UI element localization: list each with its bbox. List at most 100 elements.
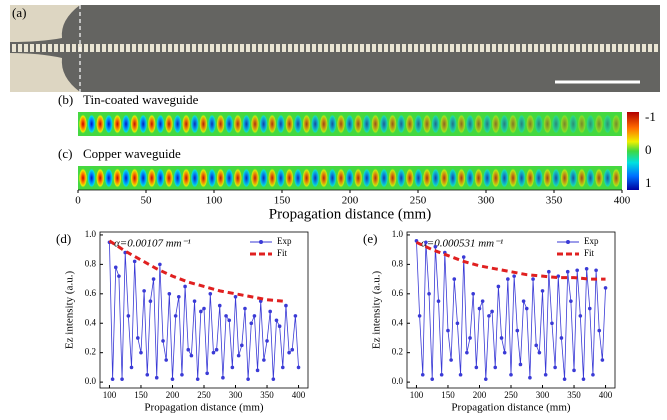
field-lobe [431,168,440,188]
data-point [524,306,529,311]
field-lobe [156,168,165,188]
field-lobe [276,168,285,188]
field-lobe [612,114,621,134]
field-lobe [285,114,294,134]
field-lobe [293,114,303,134]
panel-label: (b) [58,92,73,107]
data-point [199,309,203,314]
field-lobe [216,114,225,134]
field-lobe [422,168,432,188]
data-point [236,353,241,358]
data-point [578,314,583,318]
field-lobe [216,168,225,188]
field-lobe [534,168,543,188]
data-point [136,336,140,340]
panel-title: Copper waveguide [83,146,181,161]
x-tick-label: 400 [292,390,306,400]
y-axis-label: Ez intensity (a.u.) [371,271,383,350]
data-point [230,365,235,370]
colorbar [627,112,639,190]
x-axis-label: Propagation distance (mm) [269,206,431,222]
field-lobe [285,168,294,188]
field-lobe [139,114,148,134]
field-lobe [440,114,449,134]
field-lobe [560,114,569,134]
field-lobe [526,114,535,134]
data-point [483,377,488,381]
field-lobe [371,168,380,188]
field-lobe [534,114,543,134]
data-point [208,292,213,296]
field-lobe [207,114,217,134]
panel-label: (c) [58,146,72,161]
data-point [600,358,605,362]
data-point [189,353,194,358]
x-tick-label: 0 [75,195,81,207]
data-point [591,372,595,377]
data-point [531,277,535,281]
field-lobe [293,168,303,188]
x-tick-label: 350 [260,390,274,400]
field-lobe [474,114,483,134]
x-tick-label: 400 [599,390,613,400]
data-point [277,324,282,328]
data-point [433,244,438,249]
data-point [439,372,444,377]
data-point [540,289,545,293]
data-point [587,306,592,311]
photo [10,5,660,92]
y-tick-label: 0.8 [85,258,97,268]
field-lobe [233,114,242,134]
data-point [186,347,191,352]
data-point [284,303,288,308]
y-tick-label: 0.8 [392,258,404,268]
data-point [490,309,494,314]
field-lobe [397,168,406,188]
panel-label: (d) [56,231,71,246]
field-lobe [130,168,139,188]
field-lobe [612,168,621,188]
data-point [417,314,422,318]
x-tick-label: 350 [567,390,581,400]
data-point [603,286,608,290]
field-lobe [311,168,320,188]
data-point [262,358,266,362]
data-point [474,365,479,370]
data-point [233,294,238,299]
data-point [575,268,579,273]
field-lobe [414,168,423,188]
data-point [296,365,301,370]
data-point [227,318,232,323]
data-point [110,377,115,381]
field-lobe [311,114,320,134]
series-line [108,239,283,303]
data-point [142,289,146,293]
field-lobe [517,168,526,188]
data-point [145,372,150,377]
field-lobe [594,168,604,188]
data-point [195,377,200,381]
field-lobe [225,114,234,134]
x-tick-label: 400 [614,195,631,207]
field-lobe [465,114,475,134]
field-lobe [87,168,96,188]
field-lobe [569,114,578,134]
field-lobe [130,114,139,134]
field-lobe [78,168,88,188]
x-tick-label: 300 [229,390,243,400]
x-tick-label: 250 [197,390,211,400]
data-point [550,321,554,326]
legend-marker [566,240,570,244]
field-lobe [190,168,199,188]
field-lobe [319,168,328,188]
field-lobe [328,168,337,188]
data-point [461,255,466,259]
field-lobe [96,168,105,188]
data-point [446,328,450,333]
x-axis-label: Propagation distance (mm) [144,402,263,414]
data-point [496,284,501,289]
field-lobe [483,168,492,188]
annotation: α=0.00107 mm⁻¹ [114,238,191,250]
data-point [455,321,460,326]
field-lobe [388,114,397,134]
